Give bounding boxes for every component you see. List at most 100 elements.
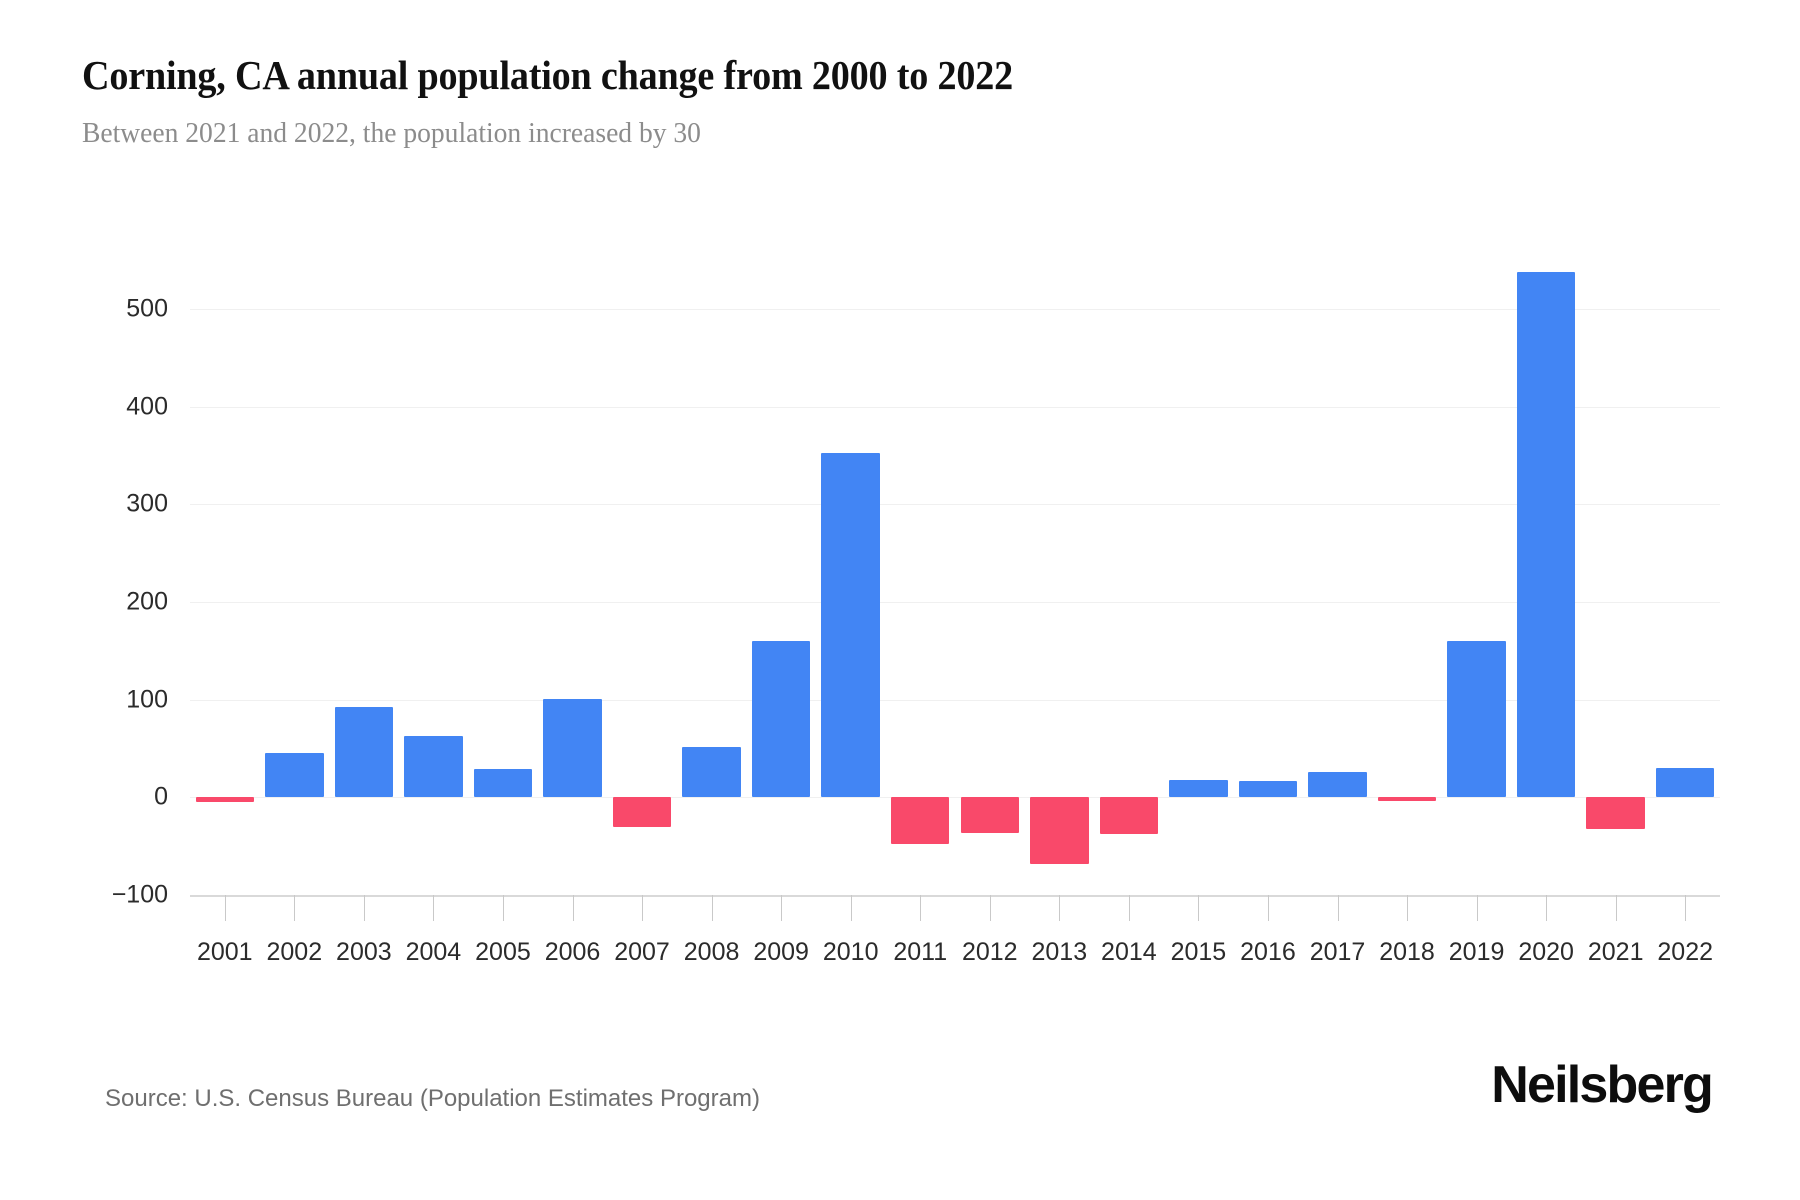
bar-2002[interactable] (265, 753, 324, 798)
x-tick-label-2022: 2022 (1657, 938, 1714, 966)
x-tick-mark (1059, 895, 1061, 921)
bar-2021[interactable] (1586, 797, 1645, 829)
x-tick-label-2011: 2011 (893, 938, 948, 966)
bar-2016[interactable] (1238, 780, 1298, 798)
gridline (190, 406, 1720, 408)
x-tick-mark (781, 895, 783, 921)
bar-2015[interactable] (1169, 779, 1228, 798)
x-tick-mark (224, 895, 226, 921)
y-tick-label: 0 (154, 782, 168, 811)
x-tick-mark (1128, 895, 1130, 921)
x-tick-mark (433, 895, 435, 921)
x-tick-mark (1407, 895, 1409, 921)
x-tick-mark (920, 895, 922, 921)
x-tick-label-2020: 2020 (1518, 938, 1574, 966)
bar-2019[interactable] (1447, 641, 1506, 798)
bar-2014[interactable] (1099, 797, 1159, 835)
y-tick-label: 200 (126, 587, 168, 616)
x-tick-mark (294, 895, 296, 921)
y-tick-label: 500 (126, 294, 168, 323)
bar-2011[interactable] (891, 797, 950, 845)
x-tick-mark (363, 895, 365, 921)
plot-area (190, 270, 1720, 897)
x-tick-mark (1615, 895, 1617, 921)
x-tick-label-2003: 2003 (336, 938, 392, 966)
bar-slot (677, 270, 747, 895)
x-tick-mark (642, 895, 644, 921)
bar-slot (1164, 270, 1234, 895)
x-tick-mark (1267, 895, 1269, 921)
bar-2003[interactable] (334, 706, 394, 798)
x-tick-label-2007: 2007 (614, 938, 670, 966)
bar-slot (1442, 270, 1512, 895)
x-tick-label-2019: 2019 (1448, 938, 1505, 966)
bar-2022[interactable] (1656, 768, 1715, 798)
x-tick-label-2002: 2002 (266, 938, 323, 966)
gridline (190, 699, 1720, 701)
y-tick-label: −100 (111, 880, 168, 909)
bar-slot (885, 270, 955, 895)
x-tick-label-2006: 2006 (544, 938, 601, 966)
bar-slot (260, 270, 330, 895)
x-tick-label-2013: 2013 (1031, 938, 1088, 966)
bar-2009[interactable] (751, 641, 811, 798)
x-tick-mark (711, 895, 713, 921)
x-tick-mark (1685, 895, 1687, 921)
bar-slot (955, 270, 1025, 895)
x-tick-label-2021: 2021 (1587, 938, 1644, 966)
bar-2007[interactable] (612, 797, 672, 827)
source-note: Source: U.S. Census Bureau (Population E… (105, 1085, 760, 1112)
x-tick-mark (1337, 895, 1339, 921)
bar-2006[interactable] (543, 698, 602, 798)
x-tick-mark (1198, 895, 1200, 921)
x-tick-mark (1476, 895, 1478, 921)
bar-slot (1650, 270, 1720, 895)
x-tick-label-2001: 2001 (196, 938, 253, 966)
bar-2010[interactable] (821, 452, 880, 798)
bar-slot (468, 270, 538, 895)
x-tick-label-2012: 2012 (961, 938, 1018, 966)
gridline (190, 602, 1720, 604)
x-tick-label-2015: 2015 (1170, 938, 1227, 966)
bar-2012[interactable] (960, 797, 1019, 833)
page-title: Corning, CA annual population change fro… (82, 52, 1014, 98)
chart-header: Corning, CA annual population change fro… (82, 52, 1682, 151)
x-tick-mark (989, 895, 991, 921)
x-tick-label-2014: 2014 (1101, 938, 1157, 966)
y-tick-label: 400 (126, 392, 168, 421)
bar-slot (816, 270, 886, 895)
brand-logo: Neilsberg (1491, 1056, 1714, 1114)
x-tick-mark (850, 895, 852, 921)
bar-2013[interactable] (1030, 797, 1089, 864)
y-tick-label: 300 (126, 489, 168, 518)
bar-2018[interactable] (1377, 797, 1437, 802)
bar-2017[interactable] (1308, 771, 1367, 798)
x-tick-mark (502, 895, 504, 921)
axis-baseline (190, 895, 1720, 897)
bar-slot (1233, 270, 1303, 895)
gridline (190, 309, 1720, 311)
x-tick-label-2008: 2008 (683, 938, 740, 966)
bar-2008[interactable] (682, 746, 741, 798)
x-tick-label-2005: 2005 (475, 938, 531, 966)
bar-slot (329, 270, 399, 895)
bars-group (190, 270, 1720, 895)
bar-slot (1025, 270, 1095, 895)
x-tick-mark (572, 895, 574, 921)
bar-slot (607, 270, 677, 895)
x-axis: 2001 2002 2003 2004 2005 2006 2007 2008 2009 2010… (190, 895, 1720, 1005)
x-tick-label-2018: 2018 (1379, 938, 1435, 966)
x-tick-label-2009: 2009 (753, 938, 809, 966)
bar-slot (1303, 270, 1373, 895)
bar-2001[interactable] (195, 797, 254, 803)
chart-subtitle: Between 2021 and 2022, the population in… (82, 117, 701, 150)
bar-slot (746, 270, 816, 895)
bar-2004[interactable] (404, 735, 463, 798)
x-tick-label-2016: 2016 (1240, 938, 1296, 966)
bar-slot (1581, 270, 1651, 895)
bar-slot (1094, 270, 1164, 895)
bar-2005[interactable] (473, 769, 533, 798)
bar-2020[interactable] (1516, 271, 1576, 798)
bar-slot (399, 270, 469, 895)
gridline (190, 797, 1720, 799)
